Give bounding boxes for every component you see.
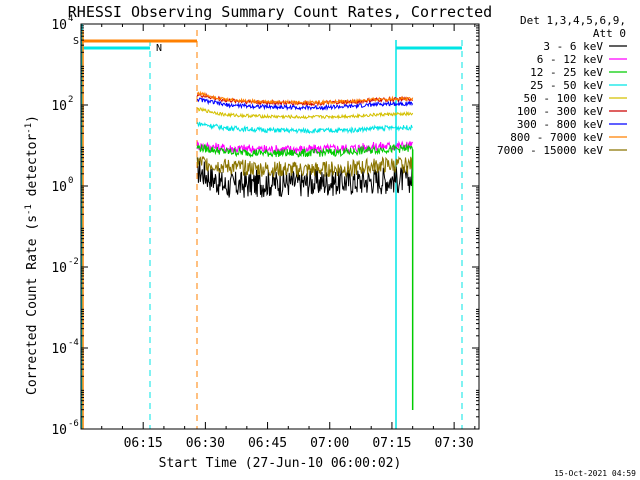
y-tick-exponent: -4 [68, 338, 79, 348]
legend-header: Det 1,3,4,5,6,9, [520, 14, 626, 27]
x-tick-label: 07:00 [310, 436, 349, 451]
legend-entry-label: 25 - 50 keV [530, 79, 603, 92]
x-tick-label: 06:30 [186, 436, 225, 451]
legend-entry-label: 6 - 12 keV [537, 53, 604, 66]
series-line [196, 143, 414, 158]
legend-entry-label: 7000 - 15000 keV [497, 144, 603, 157]
legend-entry-label: 800 - 7000 keV [510, 131, 603, 144]
y-tick-label: 10 [51, 261, 67, 276]
y-tick-exponent: 0 [68, 176, 73, 186]
chart-title: RHESSI Observing Summary Count Rates, Co… [68, 3, 492, 21]
y-tick-exponent: -6 [68, 419, 79, 429]
night-label: N [156, 43, 162, 54]
x-axis-label: Start Time (27-Jun-10 06:00:02) [159, 456, 402, 471]
x-tick-label: 07:30 [435, 436, 474, 451]
legend-entry-label: 50 - 100 keV [524, 92, 604, 105]
y-tick-label: 10 [51, 423, 67, 438]
y-tick-exponent: 4 [68, 14, 73, 24]
series-line [196, 90, 414, 106]
series-line [196, 106, 414, 120]
x-tick-label: 06:15 [124, 436, 163, 451]
x-tick-label: 07:15 [372, 436, 411, 451]
legend-entry-label: 12 - 25 keV [530, 66, 603, 79]
series-line [196, 157, 414, 198]
y-tick-exponent: 2 [68, 95, 73, 105]
y-axis-label: Corrected Count Rate (s-1 detector-1) [24, 115, 40, 395]
legend-header: Att 0 [593, 27, 626, 40]
x-tick-label: 06:45 [248, 436, 287, 451]
series-line [196, 155, 414, 179]
y-tick-label: 10 [51, 342, 67, 357]
footer-date: 15-Oct-2021 04:59 [554, 469, 636, 478]
legend-entry-label: 3 - 6 keV [543, 40, 603, 53]
plot-frame [80, 23, 480, 430]
y-tick-exponent: -2 [68, 257, 79, 267]
legend-entry-label: 300 - 800 keV [517, 118, 603, 131]
saa-label: S [73, 36, 79, 47]
plot-area: SN [73, 24, 463, 429]
series-line [196, 121, 413, 135]
y-tick-label: 10 [51, 18, 67, 33]
y-tick-label: 10 [51, 180, 67, 195]
y-tick-label: 10 [51, 99, 67, 114]
legend-entry-label: 100 - 300 keV [517, 105, 603, 118]
series-line [196, 97, 414, 111]
